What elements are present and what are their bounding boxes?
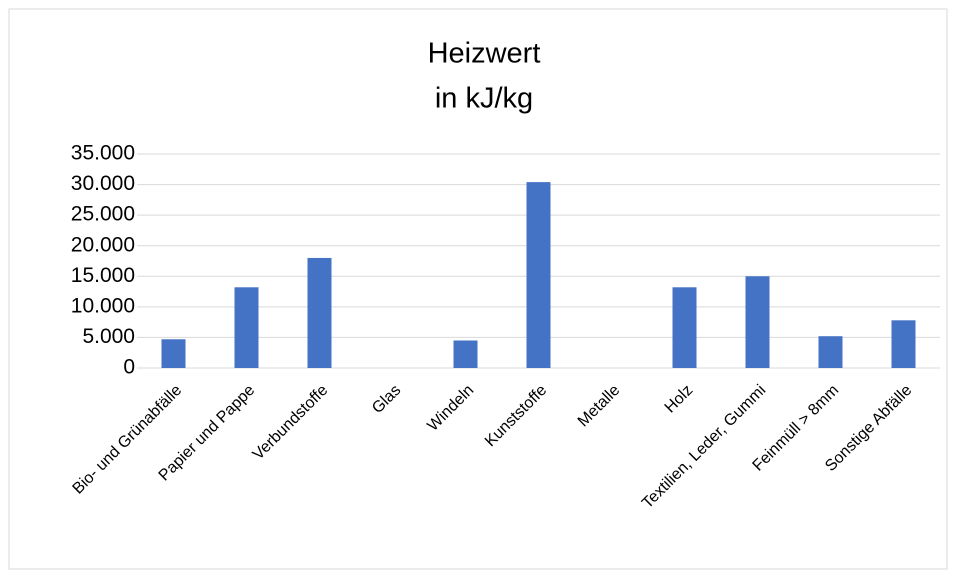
chart-title: Heizwert	[428, 38, 541, 70]
y-tick-label: 20.000	[71, 233, 135, 256]
y-tick-label: 10.000	[71, 294, 135, 317]
y-tick-label: 0	[123, 356, 135, 379]
y-tick-label: 30.000	[71, 172, 135, 195]
chart-subtitle: in kJ/kg	[435, 83, 533, 115]
bar	[234, 287, 259, 368]
bar	[161, 339, 186, 368]
y-tick-label: 25.000	[71, 203, 135, 226]
bar	[307, 257, 332, 368]
bar	[672, 287, 697, 368]
bar	[818, 336, 843, 368]
bar	[891, 320, 916, 368]
y-tick-label: 5.000	[82, 325, 135, 348]
y-tick-label: 15.000	[71, 264, 135, 287]
bar	[526, 182, 551, 368]
y-tick-label: 35.000	[71, 142, 135, 165]
bar	[453, 340, 478, 368]
chart-frame	[8, 8, 948, 570]
bar	[745, 276, 770, 368]
